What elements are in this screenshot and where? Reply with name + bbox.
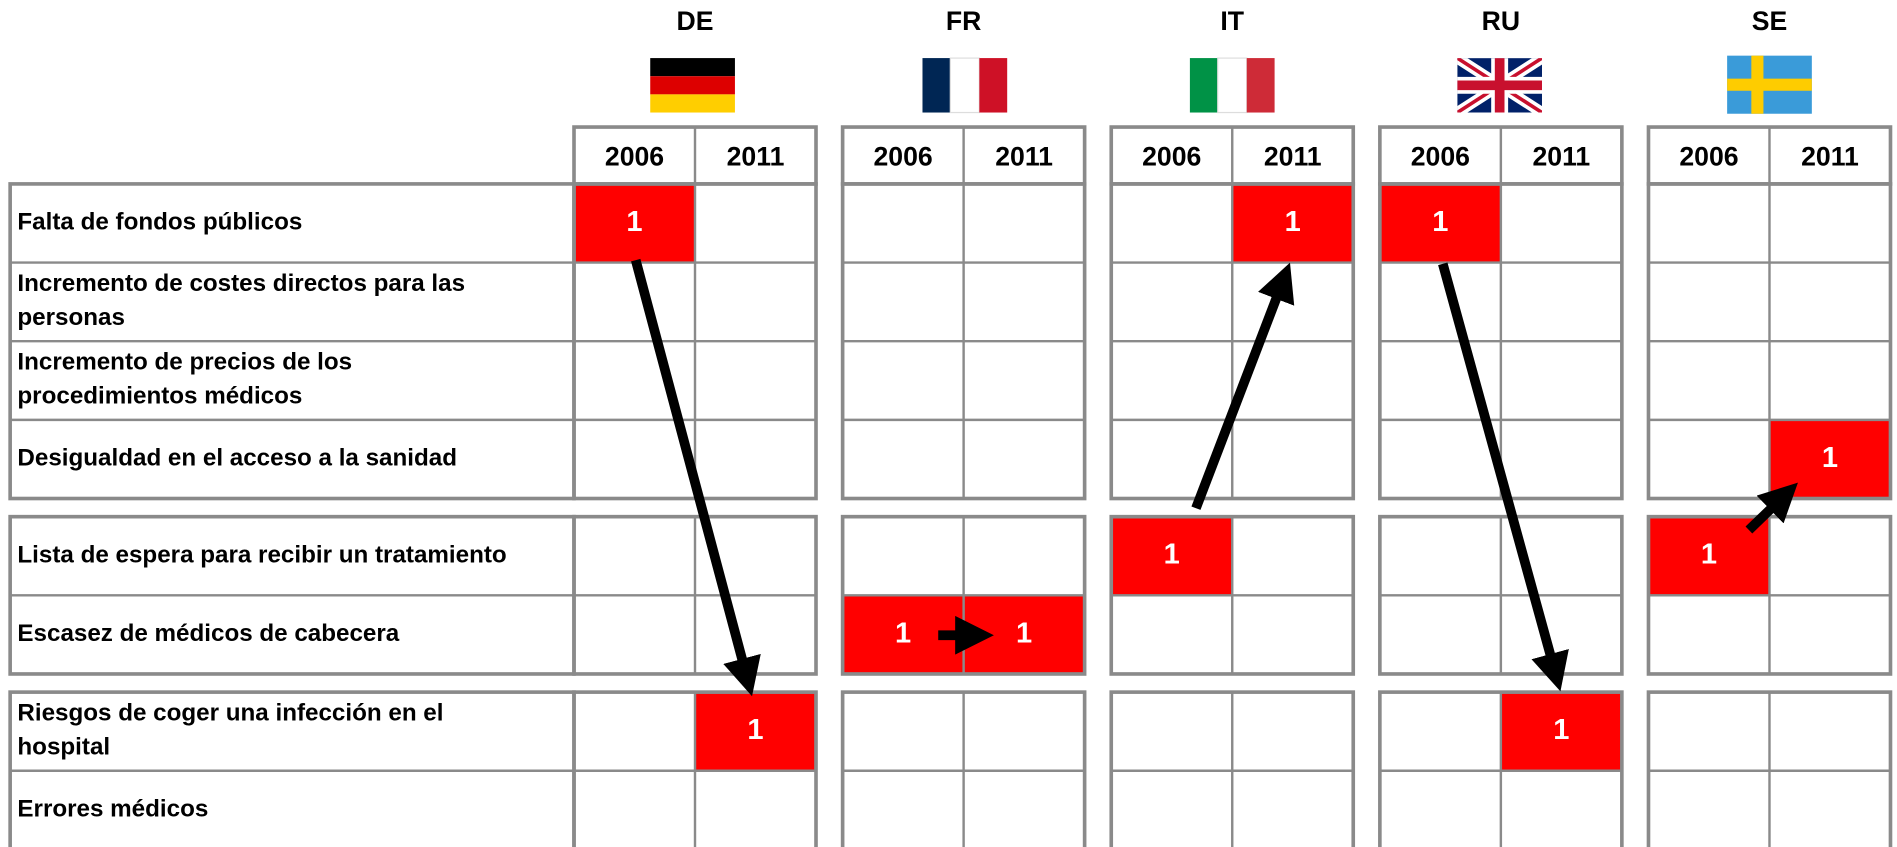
arrow — [1438, 262, 1569, 692]
cell-value: 1 — [1285, 206, 1301, 238]
row-label: Escasez de médicos de cabecera — [17, 620, 399, 647]
year-header: 2006 — [1411, 142, 1470, 172]
row-label: Riesgos de coger una infección en el hosp… — [17, 700, 443, 761]
country-code: IT — [1220, 6, 1244, 36]
row-label: Falta de fondos públicos — [17, 209, 302, 236]
flag-fr — [922, 57, 1008, 114]
year-header: 2011 — [995, 142, 1053, 172]
arrow — [1191, 262, 1295, 510]
cell-value: 1 — [626, 206, 642, 238]
highlight-cell — [1232, 183, 1354, 263]
cell-value: 1 — [1432, 206, 1448, 238]
country-code: FR — [946, 6, 981, 36]
cell-value: 1 — [1164, 539, 1180, 571]
highlight-cell — [574, 183, 696, 263]
row-label: Incremento de costes directos para las pe… — [17, 270, 465, 331]
country-code: RU — [1482, 6, 1520, 36]
country-code: SE — [1752, 6, 1788, 36]
cell-value: 1 — [895, 617, 911, 649]
year-header: 2006 — [1679, 142, 1738, 172]
cell-value: 1 — [1016, 617, 1032, 649]
year-header: 2011 — [1801, 142, 1859, 172]
year-header: 2006 — [605, 142, 664, 172]
flag-se — [1727, 55, 1812, 114]
highlight-cell — [1500, 692, 1622, 771]
flag-de — [650, 58, 735, 113]
cell-value: 1 — [1553, 714, 1569, 746]
flag-it — [1189, 57, 1275, 114]
year-header: 2006 — [874, 142, 933, 172]
arrows — [631, 258, 1798, 697]
highlight-cell — [695, 692, 817, 771]
cell-value: 1 — [1701, 539, 1717, 571]
year-header: 2011 — [727, 142, 785, 172]
row-label: Incremento de precios de los procedimient… — [17, 349, 352, 410]
year-header: 2006 — [1142, 142, 1201, 172]
cell-value: 1 — [1822, 442, 1838, 474]
highlight-cell — [1379, 183, 1501, 263]
row-label: Lista de espera para recibir un tratamie… — [17, 541, 506, 568]
arrow — [631, 258, 761, 697]
row-label: Desigualdad en el acceso a la sanidad — [17, 445, 457, 472]
flag-uk — [1457, 58, 1543, 113]
cell-value: 1 — [747, 714, 763, 746]
row-label: Errores médicos — [17, 795, 208, 822]
year-header: 2011 — [1532, 142, 1590, 172]
country-code: DE — [677, 6, 714, 36]
arrow — [1745, 482, 1798, 534]
year-header: 2011 — [1264, 142, 1322, 172]
highlight-cell — [1111, 516, 1233, 596]
